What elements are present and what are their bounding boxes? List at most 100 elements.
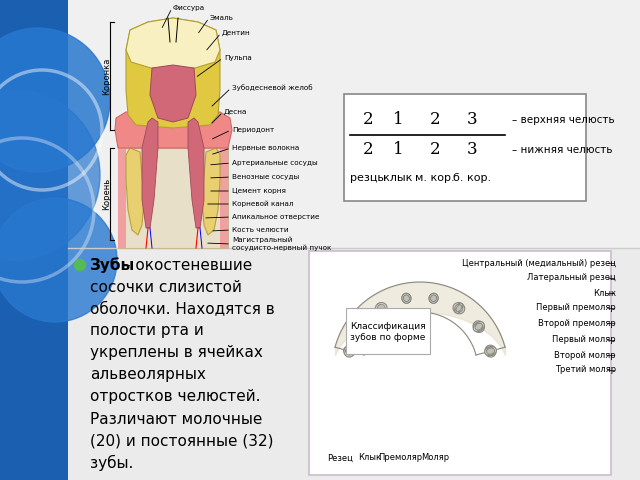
Text: 2: 2 xyxy=(363,142,373,158)
Text: Зубы: Зубы xyxy=(90,257,135,273)
Text: – нижняя челюсть: – нижняя челюсть xyxy=(512,145,612,155)
Polygon shape xyxy=(456,305,461,312)
Text: 3: 3 xyxy=(467,111,477,129)
Bar xyxy=(68,0,640,248)
Text: Корень: Корень xyxy=(102,178,111,210)
Bar xyxy=(118,148,126,248)
Text: Артериальные сосуды: Артериальные сосуды xyxy=(232,160,317,166)
Text: Корневой канал: Корневой канал xyxy=(232,201,294,207)
Polygon shape xyxy=(126,18,220,128)
Text: альвеолярных: альвеолярных xyxy=(90,368,206,383)
Polygon shape xyxy=(142,118,158,228)
Polygon shape xyxy=(188,118,204,228)
Text: 2: 2 xyxy=(363,111,373,129)
Polygon shape xyxy=(115,112,232,148)
Text: – окостеневшие: – окостеневшие xyxy=(118,257,252,273)
Text: Резец: Резец xyxy=(327,454,353,463)
Text: б. кор.: б. кор. xyxy=(453,173,491,183)
Polygon shape xyxy=(150,65,196,122)
Bar xyxy=(118,148,228,248)
Text: Зубодесневой желоб: Зубодесневой желоб xyxy=(232,84,312,91)
FancyBboxPatch shape xyxy=(344,94,586,201)
Polygon shape xyxy=(377,303,385,313)
Text: клык: клык xyxy=(383,173,413,183)
Circle shape xyxy=(74,260,86,271)
Text: Латеральный резец: Латеральный резец xyxy=(527,274,616,283)
Text: укреплены в ячейках: укреплены в ячейках xyxy=(90,346,263,360)
Text: Клык: Клык xyxy=(593,288,616,298)
Text: полости рта и: полости рта и xyxy=(90,324,204,338)
Polygon shape xyxy=(475,323,483,330)
Polygon shape xyxy=(202,148,220,235)
Polygon shape xyxy=(358,323,365,330)
Text: Третий моляр: Третий моляр xyxy=(555,365,616,374)
Polygon shape xyxy=(455,304,463,312)
FancyBboxPatch shape xyxy=(309,251,611,475)
Circle shape xyxy=(0,28,110,172)
Polygon shape xyxy=(344,347,355,356)
Polygon shape xyxy=(344,345,355,357)
Text: Пульпа: Пульпа xyxy=(224,55,252,61)
Text: Магистральный
сосудисто-нервный пучок: Магистральный сосудисто-нервный пучок xyxy=(232,237,332,251)
Polygon shape xyxy=(403,295,410,301)
Polygon shape xyxy=(473,321,484,333)
Text: Венозные сосуды: Венозные сосуды xyxy=(232,174,300,180)
Text: Десна: Десна xyxy=(224,109,248,115)
Polygon shape xyxy=(473,322,484,332)
Text: Коронка: Коронка xyxy=(102,57,111,95)
Text: м. кор.: м. кор. xyxy=(415,173,455,183)
Polygon shape xyxy=(475,323,483,331)
Polygon shape xyxy=(375,302,387,314)
Polygon shape xyxy=(402,293,411,303)
Text: резцы: резцы xyxy=(350,173,386,183)
Polygon shape xyxy=(346,347,353,355)
Text: Первый премоляр: Первый премоляр xyxy=(536,303,616,312)
Bar xyxy=(68,248,640,480)
Text: Первый моляр: Первый моляр xyxy=(552,336,616,345)
Bar xyxy=(0,0,68,480)
Circle shape xyxy=(0,198,117,322)
Polygon shape xyxy=(429,293,438,303)
Text: Нервные волокна: Нервные волокна xyxy=(232,145,300,151)
Text: Различают молочные: Различают молочные xyxy=(90,411,262,427)
Polygon shape xyxy=(486,348,495,354)
Polygon shape xyxy=(377,304,385,312)
Text: 3: 3 xyxy=(467,142,477,158)
Text: Моляр: Моляр xyxy=(421,454,449,463)
Text: Центральный (медиальный) резец: Центральный (медиальный) резец xyxy=(462,259,616,267)
Text: Фиссура: Фиссура xyxy=(173,5,205,11)
Circle shape xyxy=(0,90,100,260)
FancyBboxPatch shape xyxy=(346,308,430,354)
Polygon shape xyxy=(346,348,353,354)
Text: Цемент корня: Цемент корня xyxy=(232,188,286,194)
Polygon shape xyxy=(378,305,384,312)
Text: Эмаль: Эмаль xyxy=(210,15,234,21)
Text: 2: 2 xyxy=(429,142,440,158)
Polygon shape xyxy=(453,302,465,314)
Text: Премоляр: Премоляр xyxy=(378,454,422,463)
Polygon shape xyxy=(487,347,494,355)
Bar xyxy=(220,148,228,248)
Polygon shape xyxy=(454,303,463,313)
Text: сосочки слизистой: сосочки слизистой xyxy=(90,279,242,295)
Text: Апикальное отверстие: Апикальное отверстие xyxy=(232,214,319,220)
Polygon shape xyxy=(429,293,438,303)
Text: (20) и постоянные (32): (20) и постоянные (32) xyxy=(90,433,273,448)
Text: оболочки. Находятся в: оболочки. Находятся в xyxy=(90,301,275,316)
Text: Клык: Клык xyxy=(358,454,381,463)
Text: отростков челюстей.: отростков челюстей. xyxy=(90,389,260,405)
Text: 1: 1 xyxy=(393,142,403,158)
Polygon shape xyxy=(431,295,436,301)
Text: Кость челюсти: Кость челюсти xyxy=(232,227,289,233)
Polygon shape xyxy=(431,295,436,301)
Polygon shape xyxy=(356,322,367,332)
Polygon shape xyxy=(126,148,144,235)
Text: 1: 1 xyxy=(393,111,403,129)
Polygon shape xyxy=(485,345,496,357)
Polygon shape xyxy=(356,321,367,333)
Text: Второй премоляр: Второй премоляр xyxy=(538,319,616,327)
Text: Периодонт: Периодонт xyxy=(232,127,275,133)
Polygon shape xyxy=(358,323,365,331)
Text: зубы.: зубы. xyxy=(90,455,133,471)
Text: 2: 2 xyxy=(429,111,440,129)
